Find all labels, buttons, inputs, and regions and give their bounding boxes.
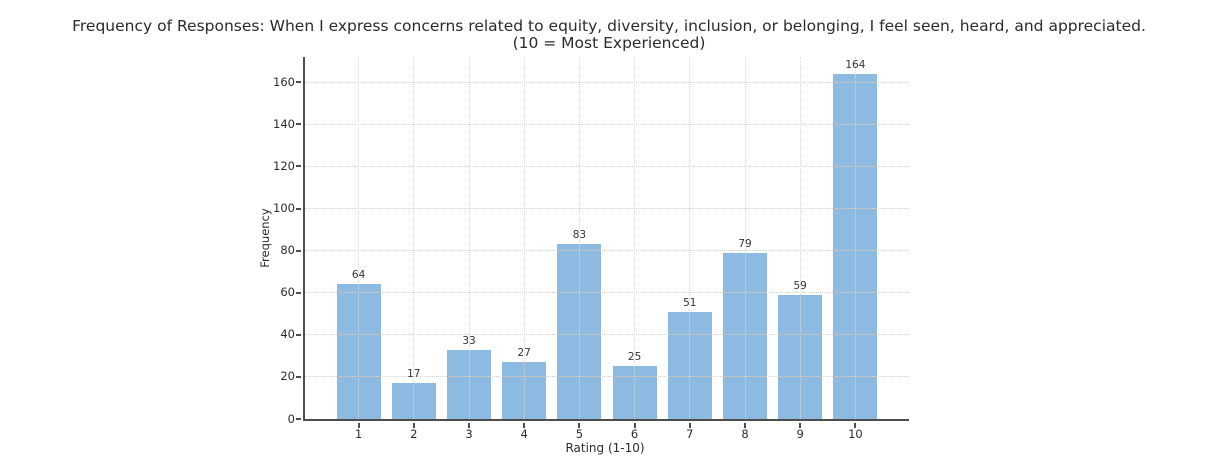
y-tick-label: 120 <box>273 158 295 173</box>
vertical-gridline <box>523 57 525 419</box>
x-tick-mark <box>633 423 636 428</box>
x-tick-label: 5 <box>575 427 584 441</box>
x-tick-mark <box>854 423 857 428</box>
bar-value-label: 51 <box>683 296 697 309</box>
y-tick-mark <box>296 207 301 210</box>
bar-value-label: 33 <box>462 334 476 347</box>
x-tick-mark <box>468 423 470 428</box>
y-tick-mark <box>296 249 301 252</box>
y-tick-mark <box>296 291 301 294</box>
vertical-gridline <box>744 57 746 419</box>
x-tick-label: 8 <box>741 427 749 441</box>
x-tick-label: 10 <box>848 427 863 441</box>
bar-value-label: 59 <box>793 279 807 292</box>
y-tick-label: 60 <box>280 285 295 300</box>
bar-value-label: 64 <box>351 269 366 282</box>
horizontal-gridline <box>305 292 909 294</box>
vertical-gridline <box>578 57 580 419</box>
y-tick-label: 20 <box>280 369 295 384</box>
chart-subtitle: (10 = Most Experienced) <box>512 34 706 52</box>
bar-value-label: 17 <box>407 368 421 381</box>
horizontal-gridline <box>305 376 909 378</box>
horizontal-gridline <box>305 208 909 210</box>
y-tick-label: 160 <box>273 74 295 89</box>
vertical-gridline <box>634 57 636 419</box>
bar-value-label: 79 <box>738 237 752 250</box>
chart-title-block: Frequency of Responses: When I express c… <box>0 18 1218 51</box>
horizontal-gridline <box>305 81 909 83</box>
y-tick-label: 100 <box>273 201 295 216</box>
vertical-gridline <box>413 57 415 419</box>
x-tick-label: 4 <box>520 427 528 441</box>
bar-value-label: 164 <box>845 58 866 71</box>
bar-value-label: 25 <box>627 351 642 364</box>
horizontal-gridline <box>305 250 909 252</box>
horizontal-gridline <box>305 123 909 125</box>
horizontal-gridline <box>305 165 909 167</box>
y-tick-mark <box>296 81 301 84</box>
x-axis-label: Rating (1-10) <box>565 441 645 455</box>
y-tick-label: 0 <box>287 411 295 426</box>
y-tick-label: 40 <box>280 327 295 342</box>
x-tick-mark <box>523 423 526 428</box>
x-tick-mark <box>744 423 746 428</box>
x-tick-label: 2 <box>410 427 418 441</box>
x-tick-mark <box>357 423 360 428</box>
x-tick-mark <box>412 423 415 428</box>
y-tick-mark <box>296 418 301 420</box>
bar-value-label: 83 <box>572 229 587 242</box>
plot-area: 1 64 2 17 3 33 4 27 5 83 6 25 7 51 8 79 9 59 10 164 0 20 40 60 8… <box>273 57 909 441</box>
y-tick-mark <box>296 375 301 378</box>
vertical-gridline <box>854 57 856 419</box>
y-tick-mark <box>296 165 301 168</box>
y-tick-label: 80 <box>280 243 295 258</box>
y-tick-mark <box>296 123 301 126</box>
x-tick-label: 9 <box>796 427 804 441</box>
vertical-gridline <box>358 57 360 419</box>
x-tick-mark <box>578 423 581 428</box>
x-tick-mark <box>688 423 691 428</box>
bar-value-label: 27 <box>517 347 531 360</box>
x-tick-label: 1 <box>354 427 363 441</box>
vertical-gridline <box>468 57 470 419</box>
x-tick-label: 6 <box>630 427 639 441</box>
vertical-gridline <box>689 57 691 419</box>
chart-title: Frequency of Responses: When I express c… <box>72 17 1146 35</box>
x-tick-label: 7 <box>686 427 694 441</box>
vertical-gridline <box>799 57 801 419</box>
x-tick-label: 3 <box>465 427 473 441</box>
y-tick-mark <box>296 333 301 336</box>
y-tick-label: 140 <box>273 116 295 131</box>
x-tick-mark <box>799 423 802 428</box>
horizontal-gridline <box>305 334 909 336</box>
